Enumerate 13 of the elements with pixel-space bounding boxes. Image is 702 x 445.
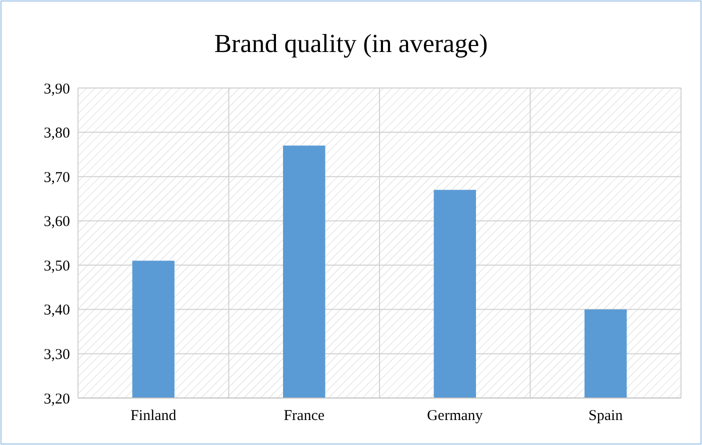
x-tick-label: Finland xyxy=(130,408,177,424)
chart-title: Brand quality (in average) xyxy=(214,29,488,58)
y-tick-label: 3,60 xyxy=(44,214,70,230)
y-tick-label: 3,70 xyxy=(44,170,70,186)
y-tick-label: 3,40 xyxy=(44,302,70,319)
y-tick-label: 3,50 xyxy=(44,258,70,274)
y-tick-label: 3,80 xyxy=(44,126,70,142)
y-tick-label: 3,30 xyxy=(44,346,70,363)
y-tick-label: 3,90 xyxy=(44,81,70,98)
y-tick-label: 3,20 xyxy=(44,391,70,408)
x-tick-label: France xyxy=(284,408,325,424)
x-tick-label: Germany xyxy=(426,408,484,424)
x-tick-label: Spain xyxy=(588,408,624,424)
